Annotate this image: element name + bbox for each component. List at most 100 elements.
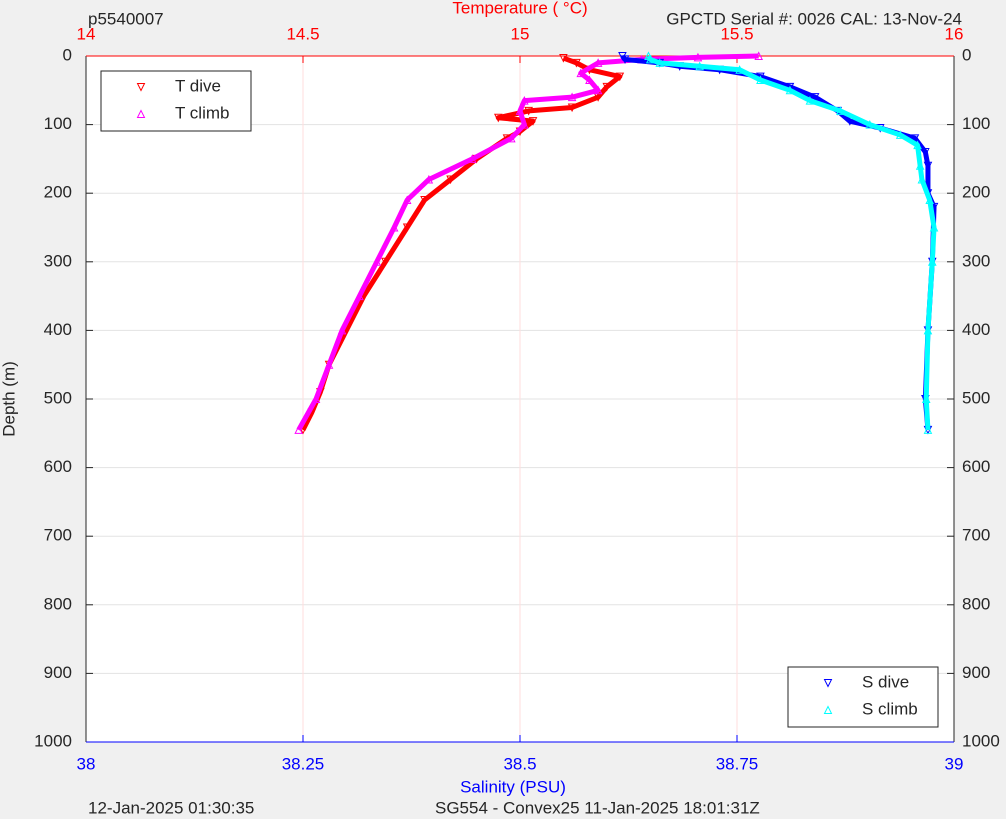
- data-point: [927, 257, 937, 266]
- profile-line: [646, 54, 937, 431]
- legend-marker: [823, 679, 833, 688]
- data-point: [913, 140, 922, 150]
- y2-tick-label: 700: [962, 526, 990, 545]
- data-point: [917, 174, 927, 184]
- data-point: [567, 103, 577, 113]
- data-point: [693, 52, 703, 62]
- data-point: [921, 148, 930, 157]
- data-point: [756, 75, 765, 85]
- data-point: [420, 196, 429, 205]
- data-point: [493, 113, 503, 123]
- data-point: [695, 61, 704, 71]
- x-tick-label: 38.25: [282, 754, 325, 773]
- data-point: [576, 68, 586, 78]
- y-tick-label: 700: [44, 526, 72, 545]
- data-point: [865, 119, 875, 129]
- y-tick-label: 600: [44, 457, 72, 476]
- data-point: [895, 130, 905, 139]
- x-tick-label: 38: [77, 754, 96, 773]
- x-label: Salinity (PSU): [460, 777, 566, 796]
- data-point: [372, 257, 382, 266]
- data-point: [294, 425, 303, 434]
- data-point: [515, 106, 525, 115]
- data-point: [921, 394, 931, 403]
- y2-tick-label: 500: [962, 388, 990, 407]
- legend-marker: [136, 109, 146, 118]
- y2-tick-label: 600: [962, 457, 990, 476]
- data-point: [559, 54, 568, 63]
- data-point: [355, 291, 364, 301]
- data-point: [835, 106, 845, 115]
- x2-label: Temperature ( °C): [452, 0, 587, 17]
- data-point: [910, 134, 920, 143]
- x2-tick-label: 16: [945, 24, 964, 43]
- data-point: [593, 58, 603, 67]
- data-point: [810, 93, 820, 102]
- data-point: [446, 175, 455, 185]
- x2-tick-label: 14.5: [286, 24, 319, 43]
- y2-tick-label: 800: [962, 594, 990, 613]
- x2-tick-label: 14: [77, 24, 96, 43]
- y2-tick-label: 1000: [962, 731, 1000, 750]
- data-point: [507, 133, 516, 143]
- y-tick-label: 900: [44, 663, 72, 682]
- data-point: [785, 82, 795, 92]
- data-point: [572, 58, 581, 68]
- data-point: [524, 106, 533, 116]
- data-point: [785, 85, 795, 95]
- data-point: [929, 222, 939, 232]
- data-point: [528, 117, 538, 126]
- y2-tick-label: 0: [962, 45, 971, 64]
- data-point: [467, 154, 477, 163]
- legend-label: S climb: [862, 699, 918, 718]
- legend-marker: [136, 83, 146, 92]
- y2-tick-label: 300: [962, 251, 990, 270]
- footer-center: SG554 - Convex25 11-Jan-2025 18:01:31Z: [435, 798, 760, 817]
- x-tick-label: 38.5: [503, 754, 536, 773]
- y2-tick-label: 200: [962, 183, 990, 202]
- x2-tick-label: 15.5: [720, 24, 753, 43]
- data-point: [337, 325, 347, 335]
- data-point: [655, 58, 665, 67]
- y-tick-label: 100: [44, 114, 72, 133]
- data-point: [520, 119, 529, 129]
- y2-tick-label: 400: [962, 320, 990, 339]
- data-point: [923, 325, 933, 335]
- data-point: [620, 55, 630, 65]
- data-point: [381, 257, 390, 267]
- legend-box: [787, 666, 939, 728]
- y2-tick-label: 900: [962, 663, 990, 682]
- data-point: [389, 222, 399, 232]
- data-point: [618, 52, 627, 61]
- title-left: p5540007: [88, 9, 164, 28]
- x-tick-label: 38.75: [716, 754, 759, 773]
- data-point: [923, 161, 933, 171]
- data-point: [402, 223, 412, 233]
- data-point: [923, 425, 933, 434]
- legend-marker: [823, 705, 833, 714]
- title-right: GPCTD Serial #: 0026 CAL: 13-Nov-24: [666, 9, 962, 28]
- data-point: [593, 85, 603, 95]
- profile-line: [296, 53, 759, 432]
- data-point: [754, 51, 764, 60]
- y-tick-label: 0: [63, 45, 72, 64]
- y-tick-label: 200: [44, 183, 72, 202]
- data-point: [915, 161, 925, 170]
- y-tick-label: 400: [44, 320, 72, 339]
- data-point: [520, 95, 529, 105]
- y-tick-label: 1000: [34, 731, 72, 750]
- legend: S dive S climb: [787, 666, 939, 728]
- legend-label: T climb: [175, 103, 229, 122]
- data-point: [402, 195, 412, 205]
- data-point: [805, 95, 815, 105]
- x2-tick-label: 15: [511, 24, 530, 43]
- y-tick-label: 500: [44, 388, 72, 407]
- y2-tick-label: 100: [962, 114, 990, 133]
- data-point: [615, 72, 625, 82]
- data-point: [585, 75, 594, 85]
- data-point: [311, 394, 321, 403]
- legend-box: [100, 70, 252, 132]
- data-point: [644, 51, 653, 60]
